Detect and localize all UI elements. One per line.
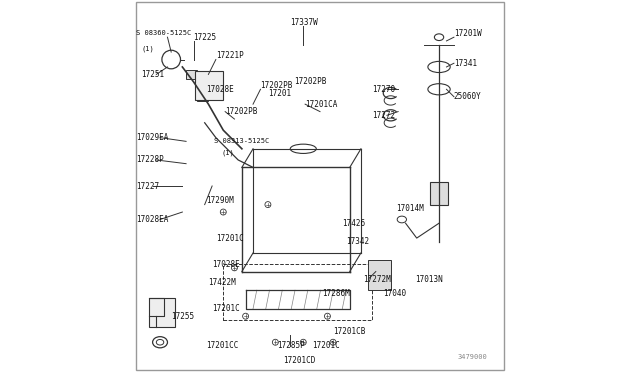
Text: 17422M: 17422M	[209, 278, 236, 287]
Text: 17028E: 17028E	[212, 260, 240, 269]
Text: 17342: 17342	[346, 237, 369, 246]
Text: 3479000: 3479000	[458, 354, 488, 360]
Text: 17013N: 17013N	[415, 275, 443, 283]
Text: 17426: 17426	[342, 219, 365, 228]
Text: 17272: 17272	[372, 111, 396, 120]
Text: 17201: 17201	[268, 89, 291, 97]
Text: 17270: 17270	[372, 85, 396, 94]
Text: 17201CA: 17201CA	[305, 100, 337, 109]
Text: 17028E: 17028E	[207, 85, 234, 94]
Text: S 08360-5125C: S 08360-5125C	[136, 31, 191, 36]
Text: 17040: 17040	[383, 289, 406, 298]
Text: 17202PB: 17202PB	[260, 81, 293, 90]
Text: 17028EA: 17028EA	[136, 215, 168, 224]
Bar	[186, 70, 197, 79]
Text: 17227: 17227	[136, 182, 159, 190]
Bar	[197, 92, 209, 101]
Text: 17225: 17225	[193, 33, 217, 42]
Text: 25060Y: 25060Y	[454, 92, 482, 101]
Text: 17201C: 17201C	[216, 234, 244, 243]
Text: (1): (1)	[141, 45, 154, 52]
Text: 17201CC: 17201CC	[207, 341, 239, 350]
Text: 17201CB: 17201CB	[333, 327, 365, 336]
Text: 17014M: 17014M	[396, 204, 424, 213]
Text: 17341: 17341	[454, 59, 477, 68]
Text: 17290M: 17290M	[207, 196, 234, 205]
Text: 17221P: 17221P	[216, 51, 244, 60]
Text: 17285P: 17285P	[277, 341, 305, 350]
Text: 17201C: 17201C	[312, 341, 340, 350]
Text: 17251: 17251	[141, 70, 164, 79]
Bar	[149, 298, 175, 327]
Text: 17286M: 17286M	[322, 289, 349, 298]
Text: 17201CD: 17201CD	[283, 356, 315, 365]
Text: 17228P: 17228P	[136, 155, 164, 164]
Text: (1): (1)	[221, 149, 234, 156]
Bar	[369, 260, 390, 290]
Text: S 08313-5125C: S 08313-5125C	[214, 138, 269, 144]
Text: 17255: 17255	[172, 312, 195, 321]
Text: 17202PB: 17202PB	[294, 77, 326, 86]
Bar	[429, 182, 449, 205]
Text: 17202PB: 17202PB	[225, 107, 257, 116]
Text: 17029EA: 17029EA	[136, 133, 168, 142]
Text: 17201W: 17201W	[454, 29, 482, 38]
Bar	[223, 264, 372, 320]
Bar	[195, 71, 223, 100]
Text: 17272M: 17272M	[363, 275, 390, 283]
Text: 17201C: 17201C	[212, 304, 240, 313]
Text: 17337W: 17337W	[291, 18, 318, 27]
